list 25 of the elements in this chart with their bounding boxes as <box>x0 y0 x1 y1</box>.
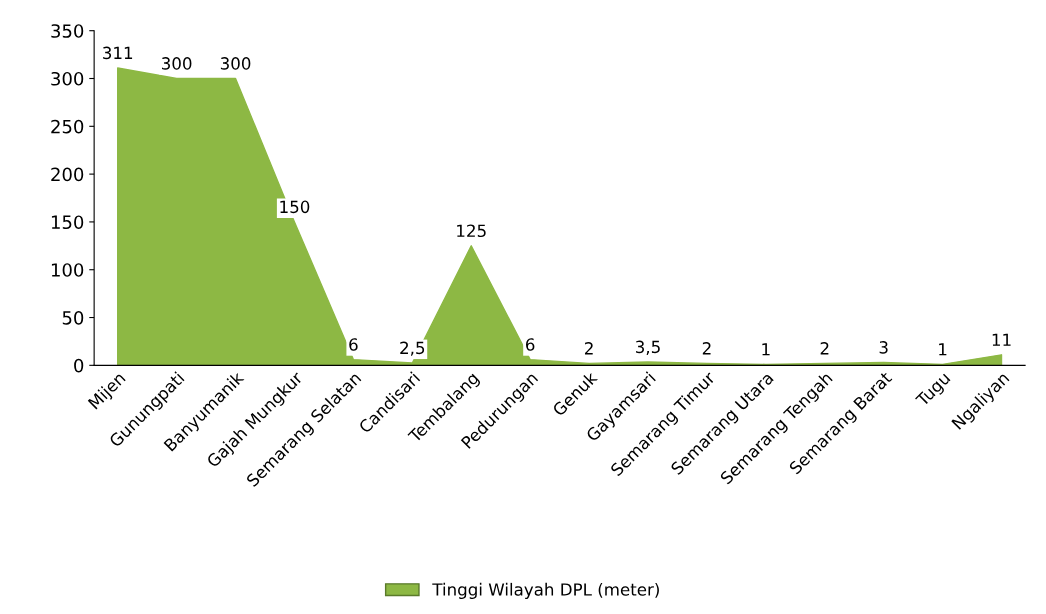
data-label: 300 <box>161 57 192 70</box>
data-label: 11 <box>992 333 1011 346</box>
data-label: 3 <box>879 341 888 354</box>
y-tick-label: 0 <box>74 358 84 373</box>
data-label: 1 <box>939 343 947 356</box>
data-label: 125 <box>457 224 486 238</box>
data-label: 2,5 <box>400 341 425 356</box>
y-tick-label: 250 <box>51 119 84 134</box>
data-label: 2 <box>820 342 829 355</box>
data-label: 2 <box>702 342 711 355</box>
data-label: 3,5 <box>636 340 660 355</box>
data-label: 1 <box>762 343 770 356</box>
data-label: 150 <box>280 200 310 214</box>
y-tick-label: 100 <box>51 263 84 277</box>
y-tick-label: 200 <box>51 167 84 182</box>
y-tick-label: 300 <box>51 71 84 86</box>
y-tick-label: 150 <box>51 215 84 230</box>
y-tick-label: 350 <box>51 24 84 38</box>
data-label: 6 <box>526 338 535 351</box>
data-label: 311 <box>103 46 133 60</box>
data-label: 300 <box>220 57 251 70</box>
y-tick-label: 50 <box>62 310 84 325</box>
data-label: 6 <box>349 338 358 351</box>
data-label: 2 <box>584 342 593 355</box>
legend-label: Tinggi Wilayah DPL (meter) <box>432 582 659 599</box>
